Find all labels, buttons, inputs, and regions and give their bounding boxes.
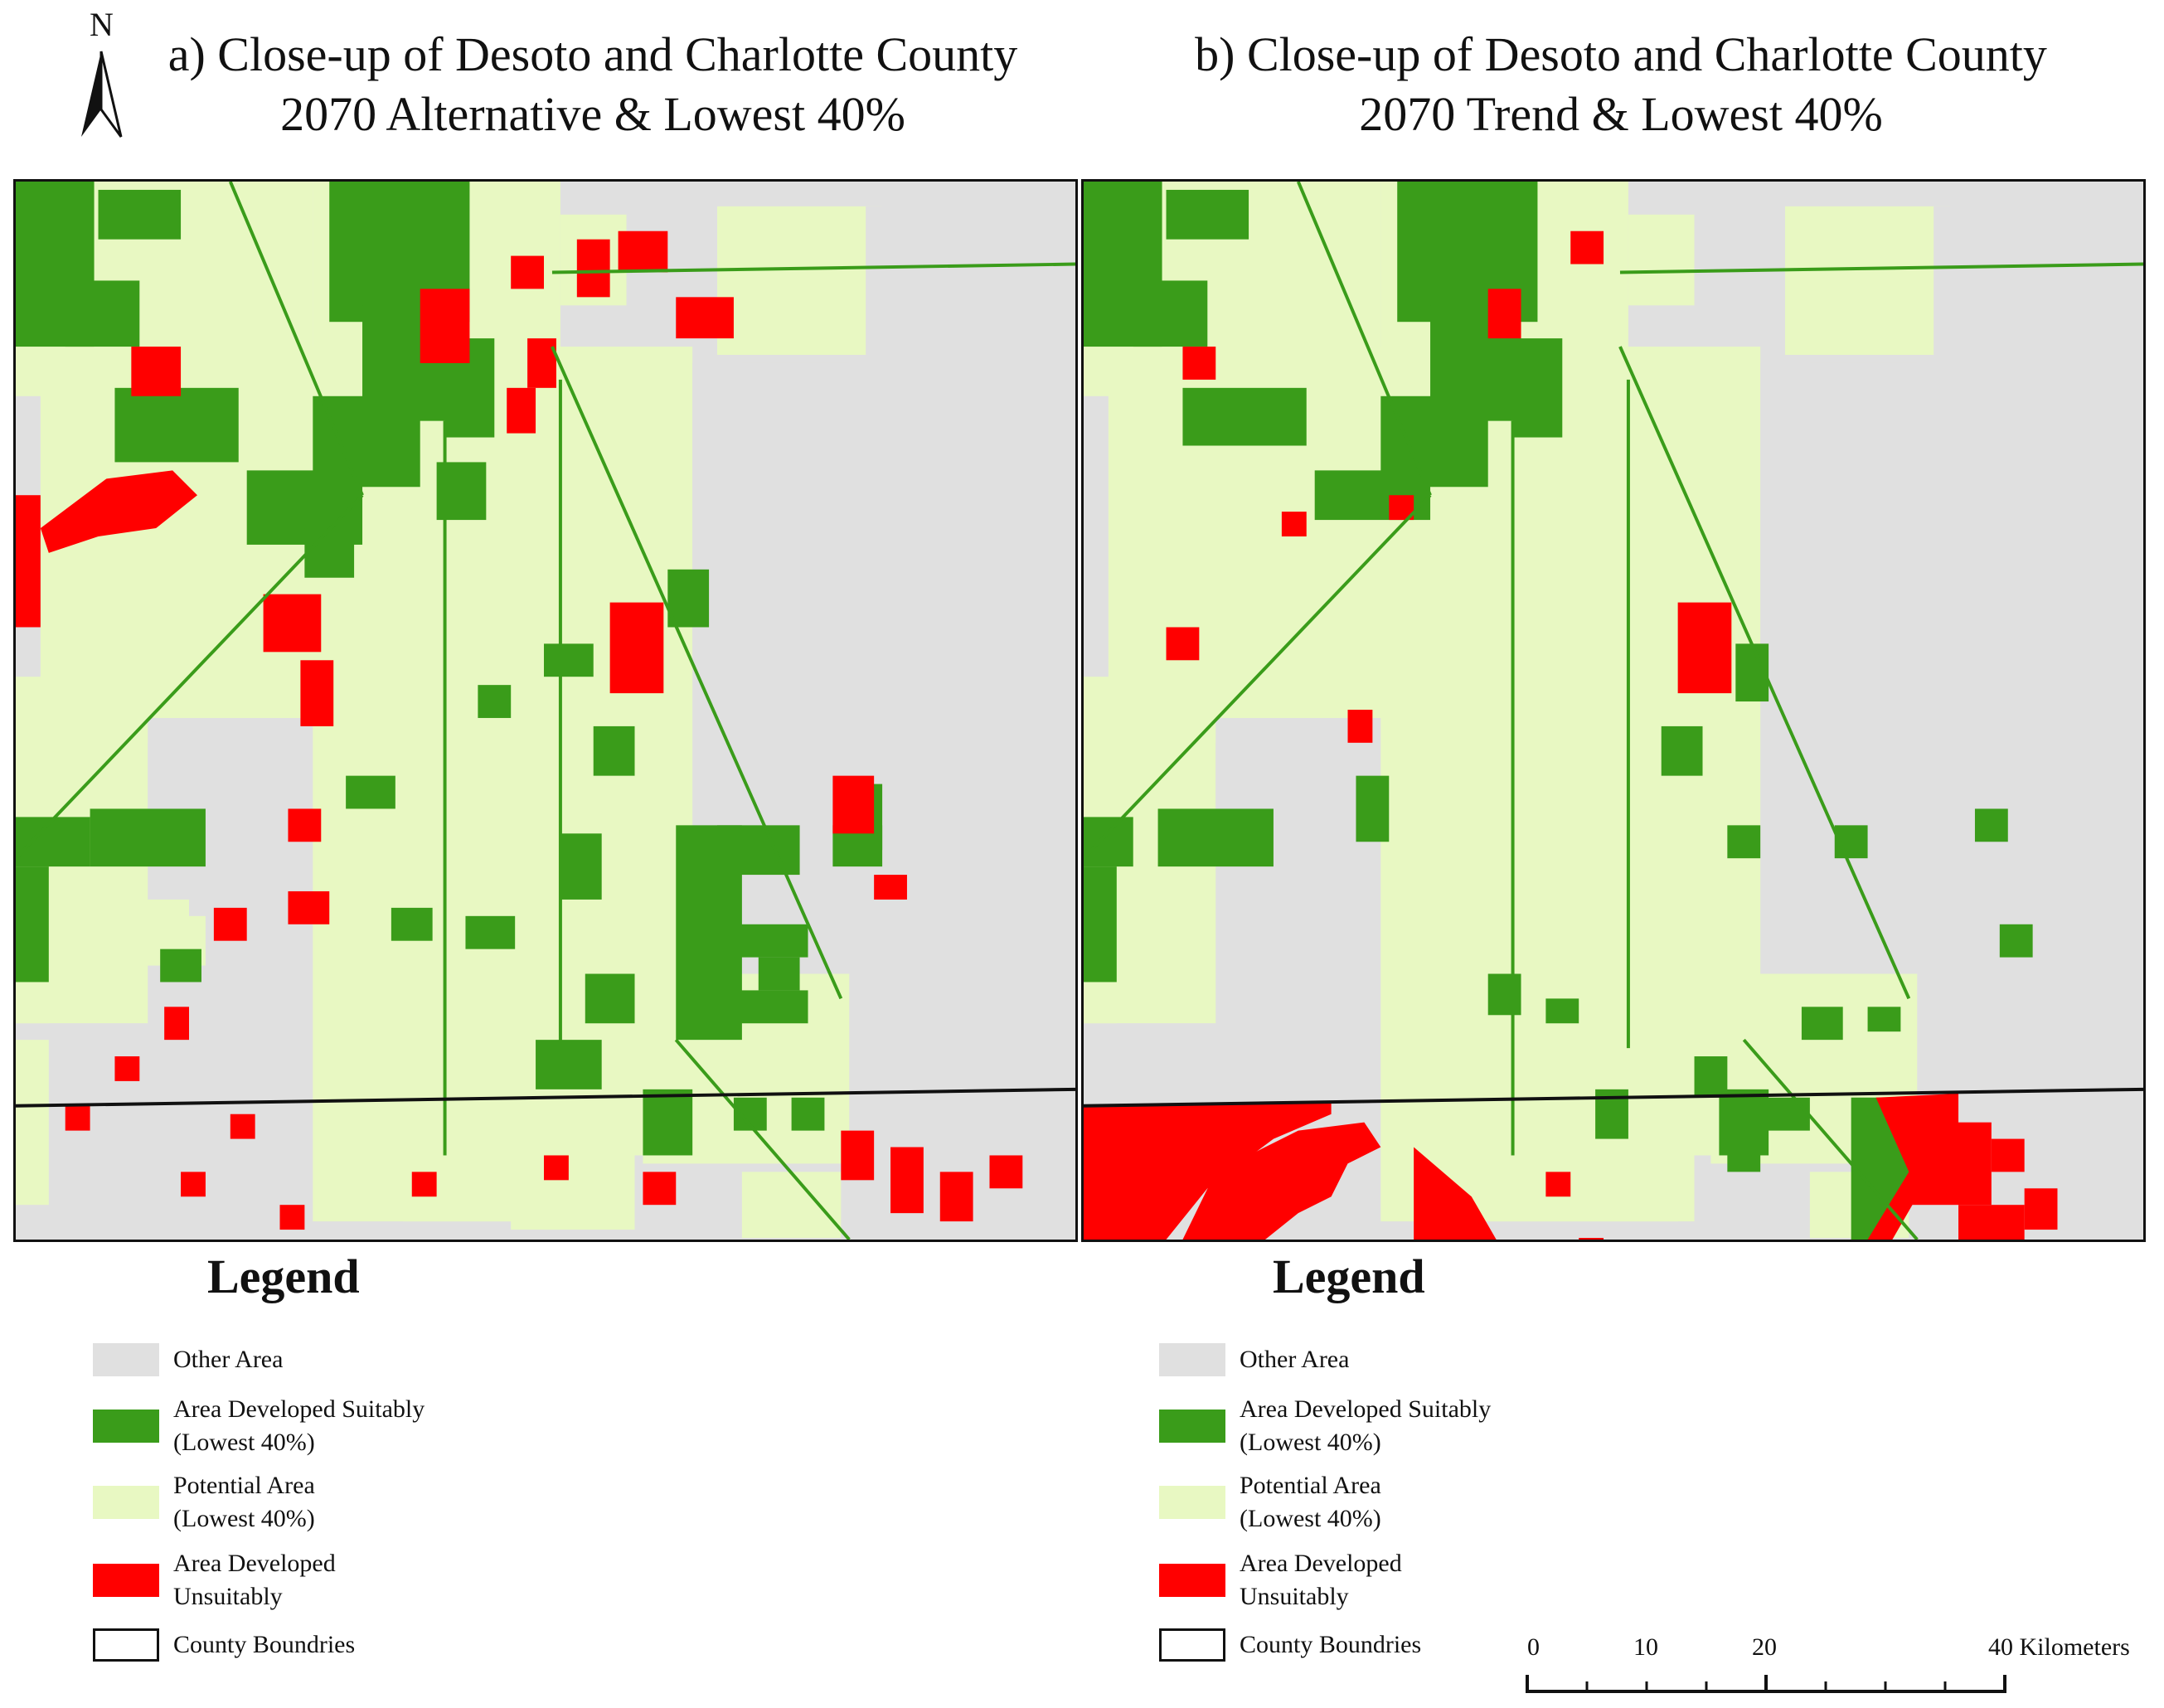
north-arrow-letter: N bbox=[90, 6, 114, 43]
scale-bar-ruler bbox=[1526, 1675, 2006, 1693]
legend-a-label-other: Other Area bbox=[173, 1346, 284, 1373]
legend-a-swatch-suitable bbox=[93, 1410, 159, 1443]
north-arrow: N bbox=[76, 8, 143, 141]
map-b-unsuitable-areas bbox=[1084, 230, 2058, 1240]
map-a-county-boundary bbox=[16, 1087, 1075, 1108]
legend-a-swatch-other bbox=[93, 1343, 159, 1376]
map-b-canvas bbox=[1084, 182, 2143, 1240]
legend-b-swatch-other bbox=[1159, 1343, 1225, 1376]
map-a-unsuitable-areas bbox=[16, 230, 1023, 1230]
legend-b-label-potential: Potential Area (Lowest 40%) bbox=[1240, 1472, 1381, 1532]
legend-a-swatch-unsuitable bbox=[93, 1564, 159, 1597]
map-panel-b bbox=[1081, 179, 2146, 1242]
panel-b-title: b) Close-up of Desoto and Charlotte Coun… bbox=[1148, 25, 2094, 144]
legend-a-label-boundary: County Boundries bbox=[173, 1631, 356, 1658]
panel-b-title-line1: b) Close-up of Desoto and Charlotte Coun… bbox=[1195, 27, 2047, 81]
map-a-roads bbox=[16, 182, 1075, 1240]
legend-a-label-suitable: Area Developed Suitably (Lowest 40%) bbox=[173, 1395, 425, 1456]
legend-b-swatch-unsuitable bbox=[1159, 1564, 1225, 1597]
panel-a-title-line1: a) Close-up of Desoto and Charlotte Coun… bbox=[167, 27, 1018, 81]
scale-label-20: 20 bbox=[1752, 1633, 1777, 1661]
north-arrow-icon bbox=[81, 51, 123, 138]
map-a-potential-areas bbox=[16, 182, 940, 1239]
legend-b-label-other: Other Area bbox=[1240, 1346, 1350, 1373]
map-b-suitable-areas bbox=[1084, 182, 2033, 1240]
legend-b-label-boundary: County Boundries bbox=[1240, 1631, 1422, 1658]
map-panel-a bbox=[13, 179, 1078, 1242]
scale-label-0: 0 bbox=[1527, 1633, 1540, 1661]
legend-a-label-potential: Potential Area (Lowest 40%) bbox=[173, 1472, 315, 1532]
panel-a-title-line2: 2070 Alternative & Lowest 40% bbox=[280, 87, 905, 141]
legend-a: Other Area Area Developed Suitably (Lowe… bbox=[93, 1343, 756, 1675]
legend-b-swatch-suitable bbox=[1159, 1410, 1225, 1443]
scale-label-10: 10 bbox=[1633, 1633, 1658, 1661]
panel-a-title: a) Close-up of Desoto and Charlotte Coun… bbox=[133, 25, 1053, 144]
legend-b-label-unsuitable: Area Developed Unsuitably bbox=[1240, 1550, 1402, 1610]
panel-b-title-line2: 2070 Trend & Lowest 40% bbox=[1359, 87, 1883, 141]
scale-label-40: 40 Kilometers bbox=[1988, 1633, 2130, 1661]
legend-b-title: Legend bbox=[1273, 1249, 1425, 1303]
legend-b-swatch-potential bbox=[1159, 1486, 1225, 1519]
legend-a-swatch-boundary bbox=[93, 1628, 159, 1662]
legend-b: Other Area Area Developed Suitably (Lowe… bbox=[1159, 1343, 1822, 1675]
legend-a-label-unsuitable: Area Developed Unsuitably bbox=[173, 1550, 336, 1610]
legend-b-label-suitable: Area Developed Suitably (Lowest 40%) bbox=[1240, 1395, 1492, 1456]
map-a-suitable-areas bbox=[16, 182, 883, 1156]
map-b-county-boundary bbox=[1084, 1087, 2143, 1108]
map-b-roads bbox=[1084, 182, 2143, 1240]
legend-a-title: Legend bbox=[207, 1249, 360, 1303]
scale-bar: 0 10 20 40 Kilometers bbox=[1509, 1633, 2156, 1708]
legend-b-swatch-boundary bbox=[1159, 1628, 1225, 1662]
legend-a-swatch-potential bbox=[93, 1486, 159, 1519]
map-a-canvas bbox=[16, 182, 1075, 1240]
